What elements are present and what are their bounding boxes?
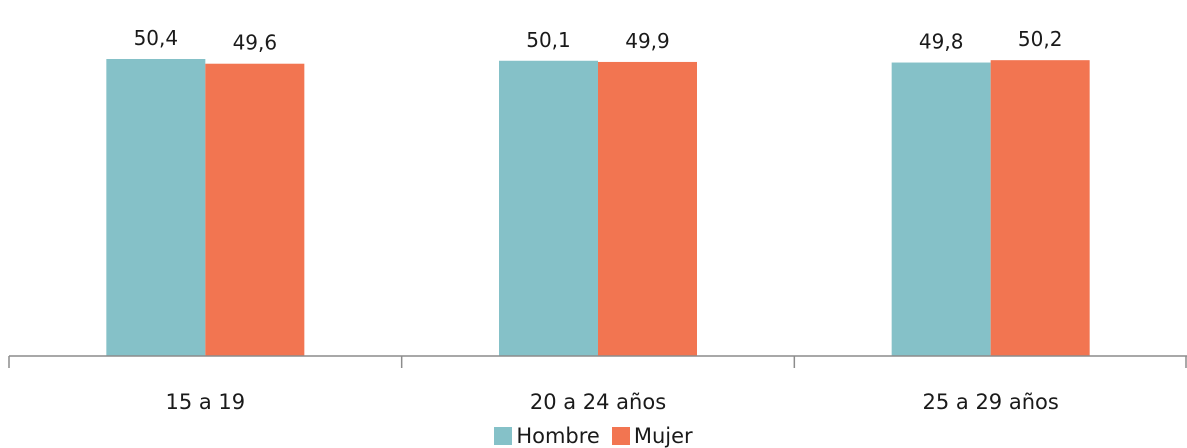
legend-swatch-hombre (494, 426, 513, 445)
legend-label-hombre: Hombre (516, 423, 600, 448)
data-label-mujer-15-a-19: 49,6 (233, 31, 278, 55)
legend-swatch-mujer (611, 426, 630, 445)
bar-mujer-15-a-19 (205, 63, 305, 356)
x-tick-label-25-a-29-a-os: 25 a 29 años (923, 390, 1059, 414)
legend-label-mujer: Mujer (633, 423, 693, 448)
x-tick-label-15-a-19: 15 a 19 (165, 390, 245, 414)
x-tick-labels-group: 15 a 19 20 a 24 años 25 a 29 años (165, 390, 1058, 414)
x-tick-label-20-a-24-a-os: 20 a 24 años (530, 390, 666, 414)
bar-mujer-25-a-29-a-os (990, 60, 1090, 357)
legend: Hombre Mujer (0, 423, 1187, 448)
bars-group (106, 59, 1090, 357)
data-label-hombre-20-a-24-a-os: 50,1 (526, 28, 571, 52)
bar-hombre-15-a-19 (106, 59, 206, 356)
value-labels-group: 50,4 49,6 50,1 49,9 49,8 50,2 (134, 26, 1063, 55)
data-label-mujer-25-a-29-a-os: 50,2 (1018, 27, 1063, 51)
legend-item-hombre: Hombre (494, 424, 600, 448)
x-axis (8, 355, 1187, 368)
bar-mujer-20-a-24-a-os (598, 61, 697, 356)
legend-item-mujer: Mujer (611, 423, 693, 448)
data-label-mujer-20-a-24-a-os: 49,9 (625, 29, 670, 53)
data-label-hombre-25-a-29-a-os: 49,8 (919, 30, 964, 54)
bar-hombre-20-a-24-a-os (499, 60, 598, 357)
bar-hombre-25-a-29-a-os (891, 62, 991, 357)
data-label-hombre-15-a-19: 50,4 (134, 26, 179, 50)
